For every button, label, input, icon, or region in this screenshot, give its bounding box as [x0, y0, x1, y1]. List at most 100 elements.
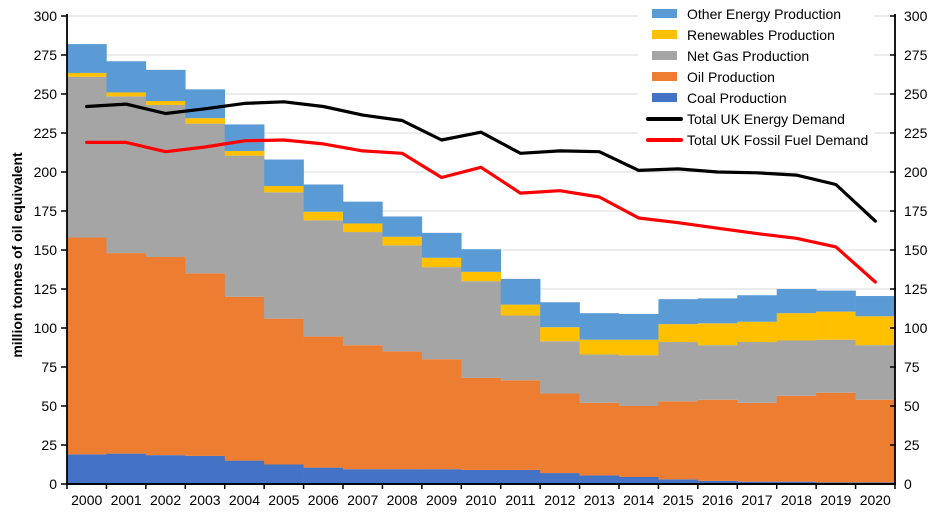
- legend-label: Other Energy Production: [687, 5, 842, 22]
- legend-item-coal-production: Coal Production: [642, 87, 868, 108]
- bar-segment-oil-production-2011: [500, 380, 541, 470]
- bar-segment-other-energy-production-2020: [855, 296, 896, 317]
- bar-segment-other-energy-production-2008: [382, 216, 423, 237]
- y-tick-label-right-125: 125: [904, 281, 928, 297]
- stacked-bars: [67, 44, 896, 484]
- legend-swatch-other-energy-production: [652, 9, 677, 18]
- x-tick-label-2013: 2013: [584, 492, 615, 508]
- bar-segment-renewables-production-2013: [579, 339, 620, 355]
- y-tick-label-right-300: 300: [904, 8, 928, 24]
- bar-segment-renewables-production-2018: [776, 313, 817, 341]
- bar-segment-oil-production-2019: [816, 392, 856, 483]
- bar-segment-oil-production-2017: [737, 402, 778, 482]
- y-tick-label-right-50: 50: [904, 398, 920, 414]
- bar-segment-other-energy-production-2006: [303, 184, 344, 212]
- bar-segment-coal-production-2017: [737, 481, 778, 484]
- bar-segment-coal-production-2015: [658, 479, 699, 484]
- y-tick-label-right-250: 250: [904, 86, 928, 102]
- bar-segment-other-energy-production-2005: [264, 159, 304, 187]
- x-tick-label-2004: 2004: [229, 492, 260, 508]
- bar-segment-renewables-production-2005: [264, 186, 304, 193]
- bar-segment-renewables-production-2011: [500, 304, 541, 316]
- x-tick-label-2020: 2020: [860, 492, 891, 508]
- bar-segment-coal-production-2002: [145, 455, 186, 484]
- y-tick-label-left-50: 50: [41, 398, 57, 414]
- bar-segment-net-gas-production-2008: [382, 245, 423, 352]
- y-axis-title: million tonnes of oil equivalent: [9, 152, 25, 358]
- bar-segment-other-energy-production-2016: [697, 298, 738, 324]
- y-tick-label-right-225: 225: [904, 125, 928, 141]
- y-tick-label-right-25: 25: [904, 437, 920, 453]
- bar-segment-net-gas-production-2007: [343, 232, 383, 346]
- y-tick-label-right-200: 200: [904, 164, 928, 180]
- bar-segment-oil-production-2018: [776, 395, 817, 482]
- bar-segment-net-gas-production-2006: [303, 220, 344, 337]
- y-tick-label-left-250: 250: [34, 86, 58, 102]
- bar-segment-oil-production-2015: [658, 401, 699, 480]
- bar-segment-coal-production-2003: [185, 455, 226, 484]
- legend-item-other-energy-production: Other Energy Production: [642, 3, 868, 24]
- bar-segment-net-gas-production-2017: [737, 342, 778, 403]
- legend-item-total-uk-energy-demand: Total UK Energy Demand: [642, 108, 868, 129]
- x-tick-label-2018: 2018: [781, 492, 812, 508]
- bar-segment-renewables-production-2020: [855, 316, 896, 346]
- bar-segment-oil-production-2002: [145, 257, 186, 456]
- bar-segment-coal-production-2012: [540, 473, 580, 484]
- bar-segment-net-gas-production-2020: [855, 345, 896, 400]
- y-tick-label-left-25: 25: [41, 437, 57, 453]
- legend-label: Renewables Production: [687, 26, 835, 43]
- y-tick-label-right-0: 0: [904, 476, 912, 492]
- bar-segment-renewables-production-2019: [816, 311, 856, 340]
- bar-segment-other-energy-production-2017: [737, 295, 778, 322]
- bar-segment-oil-production-2005: [264, 318, 304, 465]
- bar-segment-net-gas-production-2011: [500, 315, 541, 381]
- legend-swatch-oil-production: [652, 72, 677, 81]
- bar-segment-oil-production-2009: [421, 359, 462, 470]
- y-tick-label-right-150: 150: [904, 242, 928, 258]
- bar-segment-net-gas-production-2015: [658, 342, 699, 402]
- x-tick-label-2015: 2015: [663, 492, 694, 508]
- bar-segment-coal-production-2014: [619, 476, 659, 484]
- bar-segment-renewables-production-2004: [224, 150, 265, 156]
- legend-item-net-gas-production: Net Gas Production: [642, 45, 868, 66]
- y-tick-label-left-175: 175: [34, 203, 58, 219]
- bar-segment-other-energy-production-2019: [816, 290, 856, 312]
- bar-segment-oil-production-2010: [461, 377, 502, 470]
- x-tick-label-2003: 2003: [189, 492, 220, 508]
- legend-line-swatch-total-uk-energy-demand: [646, 116, 683, 121]
- bar-segment-oil-production-2001: [106, 253, 147, 454]
- legend-label: Coal Production: [687, 89, 787, 106]
- bar-segment-renewables-production-2014: [619, 339, 659, 356]
- legend-label: Total UK Energy Demand: [687, 110, 845, 127]
- x-tick-label-2002: 2002: [150, 492, 181, 508]
- x-tick-label-2008: 2008: [387, 492, 418, 508]
- x-tick-label-2000: 2000: [71, 492, 102, 508]
- bar-segment-oil-production-2012: [540, 393, 580, 474]
- bar-segment-renewables-production-2001: [106, 92, 147, 97]
- bar-segment-renewables-production-2000: [67, 72, 107, 77]
- bar-segment-other-energy-production-2007: [343, 201, 383, 224]
- y-tick-label-left-125: 125: [34, 281, 58, 297]
- bar-segment-other-energy-production-2011: [500, 278, 541, 305]
- y-tick-label-left-200: 200: [34, 164, 58, 180]
- bar-segment-other-energy-production-2018: [776, 289, 817, 314]
- bar-segment-renewables-production-2017: [737, 321, 778, 343]
- bar-segment-other-energy-production-2013: [579, 313, 620, 340]
- bar-segment-other-energy-production-2014: [619, 313, 659, 340]
- bar-segment-other-energy-production-2010: [461, 249, 502, 272]
- bar-segment-net-gas-production-2010: [461, 281, 502, 378]
- legend-label: Net Gas Production: [687, 47, 810, 64]
- bar-segment-oil-production-2004: [224, 296, 265, 461]
- x-tick-label-2017: 2017: [741, 492, 772, 508]
- y-tick-label-right-175: 175: [904, 203, 928, 219]
- bar-segment-coal-production-2005: [264, 464, 304, 484]
- y-tick-label-right-275: 275: [904, 47, 928, 63]
- x-tick-label-2016: 2016: [702, 492, 733, 508]
- bar-segment-coal-production-2016: [697, 480, 738, 484]
- line-total-uk-fossil-fuel-demand: [85, 138, 877, 284]
- bar-segment-oil-production-2016: [697, 399, 738, 481]
- bar-segment-net-gas-production-2001: [106, 96, 147, 254]
- y-tick-label-left-300: 300: [34, 8, 58, 24]
- legend-item-total-uk-fossil-fuel-demand: Total UK Fossil Fuel Demand: [642, 129, 868, 150]
